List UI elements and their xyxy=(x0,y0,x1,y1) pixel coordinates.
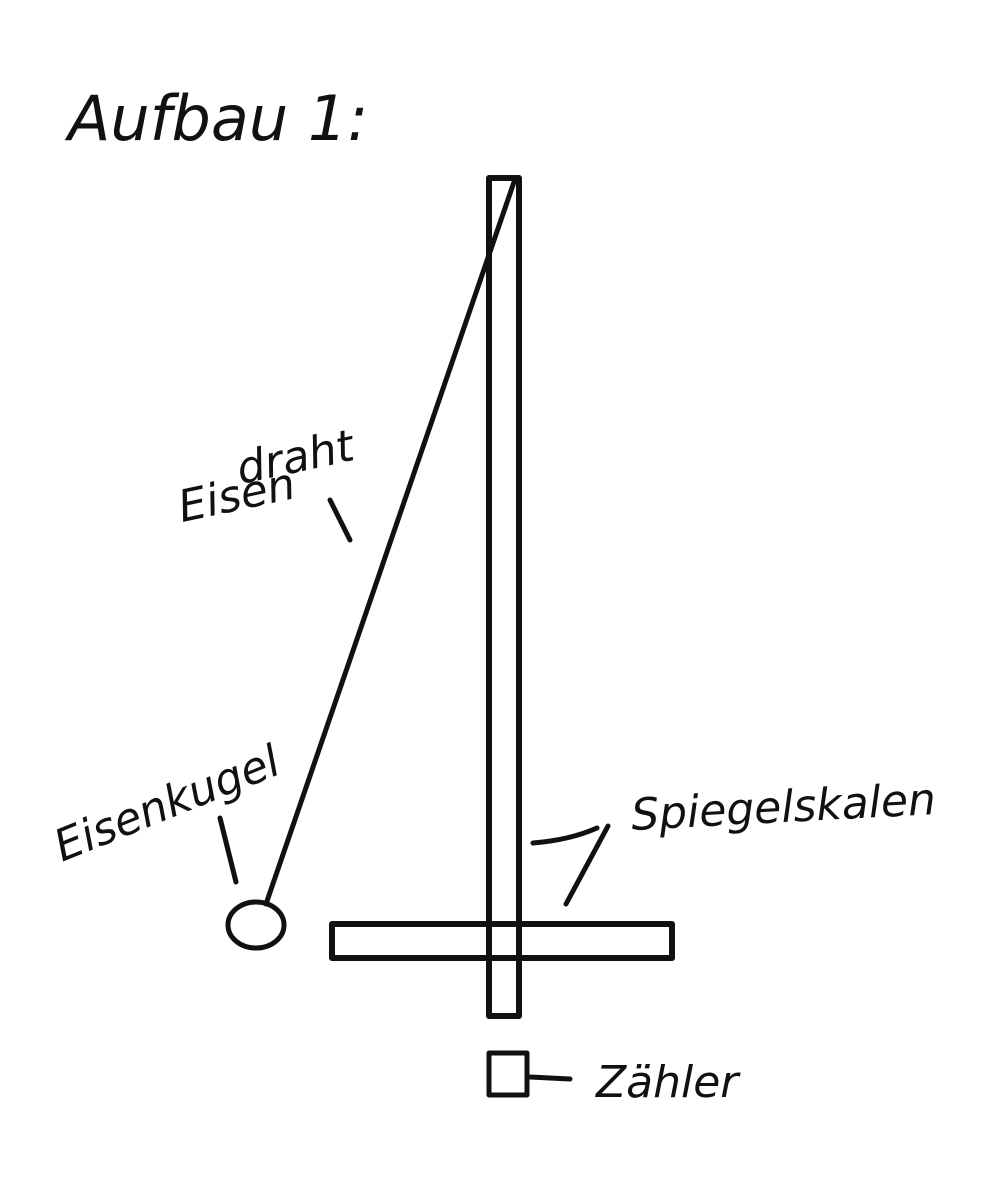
diagram-title: Aufbau 1: xyxy=(64,82,368,155)
label-spiegelskala: Spiegelskalen xyxy=(630,774,937,841)
label-eisendraht-line2: draht xyxy=(232,420,360,495)
counter-connector xyxy=(527,1074,573,1082)
iron-wire xyxy=(263,179,517,907)
pointer-line-spiegelskala xyxy=(530,823,611,907)
mirror-scale-bar xyxy=(329,921,675,961)
label-eisenkugel: Eisenkugel xyxy=(47,735,288,872)
label-zaehler: Zähler xyxy=(595,1057,741,1108)
iron-ball xyxy=(225,899,287,951)
pointer-line-eisendraht xyxy=(327,497,353,543)
pointer-line-eisenkugel xyxy=(217,815,239,885)
vertical-stand xyxy=(486,175,522,1019)
counter-box xyxy=(486,1050,530,1098)
